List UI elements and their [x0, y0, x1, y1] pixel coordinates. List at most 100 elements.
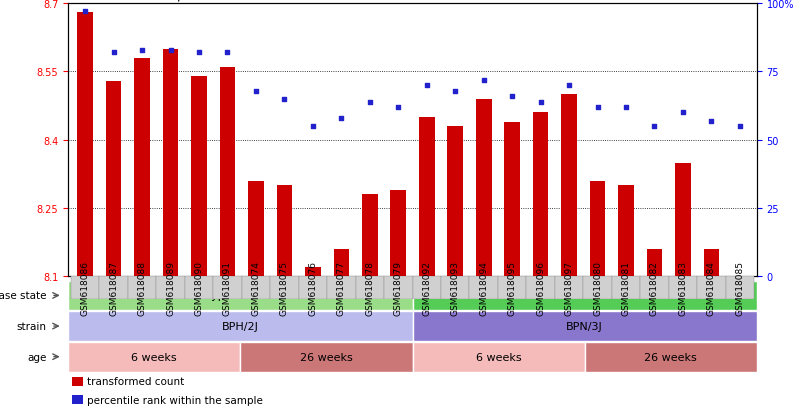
- Bar: [299, 277, 327, 299]
- Bar: [585, 342, 757, 372]
- Point: [421, 83, 433, 89]
- Bar: [703, 249, 719, 277]
- Text: GSM618084: GSM618084: [707, 261, 716, 316]
- Bar: [583, 277, 612, 299]
- Text: 26 weeks: 26 weeks: [300, 352, 352, 362]
- Bar: [498, 277, 526, 299]
- Point: [734, 123, 747, 130]
- Bar: [185, 277, 213, 299]
- Point: [534, 99, 547, 106]
- Bar: [333, 249, 349, 277]
- Bar: [697, 277, 726, 299]
- Bar: [476, 100, 492, 277]
- Text: GSM618085: GSM618085: [735, 261, 744, 316]
- Point: [364, 99, 376, 106]
- Point: [648, 123, 661, 130]
- Point: [705, 118, 718, 125]
- Text: GSM618090: GSM618090: [195, 261, 203, 316]
- Point: [78, 9, 91, 16]
- Bar: [270, 277, 299, 299]
- Point: [677, 110, 690, 116]
- Text: GSM618097: GSM618097: [565, 261, 574, 316]
- Text: GSM618088: GSM618088: [138, 261, 147, 316]
- Bar: [242, 277, 270, 299]
- Text: GSM618079: GSM618079: [394, 261, 403, 316]
- Text: GSM618095: GSM618095: [508, 261, 517, 316]
- Bar: [156, 277, 185, 299]
- Text: disease state: disease state: [0, 291, 46, 301]
- Bar: [68, 342, 240, 372]
- Bar: [68, 281, 413, 311]
- Bar: [240, 342, 413, 372]
- Bar: [413, 281, 757, 311]
- Bar: [469, 277, 498, 299]
- Text: 26 weeks: 26 weeks: [645, 352, 697, 362]
- Bar: [106, 81, 122, 277]
- Bar: [726, 277, 754, 299]
- Text: GSM618087: GSM618087: [109, 261, 118, 316]
- Text: GSM618089: GSM618089: [166, 261, 175, 316]
- Bar: [71, 277, 99, 299]
- Point: [107, 50, 120, 57]
- Text: GSM618083: GSM618083: [678, 261, 687, 316]
- Point: [505, 93, 518, 100]
- Bar: [562, 95, 577, 277]
- Text: GSM618096: GSM618096: [536, 261, 545, 316]
- Text: normotensive: normotensive: [546, 291, 623, 301]
- Point: [135, 47, 148, 54]
- Bar: [590, 181, 606, 277]
- Text: GSM618078: GSM618078: [365, 261, 374, 316]
- Bar: [646, 249, 662, 277]
- Bar: [413, 311, 757, 341]
- Bar: [675, 163, 690, 277]
- Text: GSM618093: GSM618093: [451, 261, 460, 316]
- Bar: [362, 195, 377, 277]
- Point: [449, 88, 461, 95]
- Bar: [526, 277, 555, 299]
- Text: GSM618074: GSM618074: [252, 261, 260, 316]
- Text: GSM618086: GSM618086: [81, 261, 90, 316]
- Text: percentile rank within the sample: percentile rank within the sample: [87, 395, 263, 405]
- Bar: [390, 190, 406, 277]
- Text: BPN/3J: BPN/3J: [566, 321, 603, 331]
- Bar: [99, 277, 128, 299]
- Point: [221, 50, 234, 57]
- Bar: [669, 277, 697, 299]
- Bar: [384, 277, 413, 299]
- Bar: [128, 277, 156, 299]
- Text: BPH/2J: BPH/2J: [222, 321, 259, 331]
- Bar: [356, 277, 384, 299]
- Point: [307, 123, 320, 130]
- Text: GSM618091: GSM618091: [223, 261, 232, 316]
- Point: [278, 96, 291, 103]
- Point: [192, 50, 205, 57]
- Bar: [72, 377, 83, 386]
- Point: [477, 77, 490, 84]
- Text: transformed count: transformed count: [87, 377, 184, 387]
- Point: [620, 104, 633, 111]
- Point: [335, 115, 348, 122]
- Bar: [248, 181, 264, 277]
- Text: GSM618076: GSM618076: [308, 261, 317, 316]
- Text: GSM618080: GSM618080: [593, 261, 602, 316]
- Bar: [163, 50, 179, 277]
- Bar: [191, 77, 207, 277]
- Text: 6 weeks: 6 weeks: [131, 352, 177, 362]
- Bar: [68, 311, 413, 341]
- Bar: [419, 118, 435, 277]
- Bar: [640, 277, 669, 299]
- Text: strain: strain: [16, 321, 46, 331]
- Bar: [72, 396, 83, 404]
- Point: [591, 104, 604, 111]
- Bar: [612, 277, 640, 299]
- Bar: [618, 186, 634, 277]
- Point: [164, 47, 177, 54]
- Point: [392, 104, 405, 111]
- Bar: [413, 342, 585, 372]
- Text: hypertensive: hypertensive: [203, 291, 277, 301]
- Bar: [533, 113, 549, 277]
- Bar: [448, 127, 463, 277]
- Bar: [276, 186, 292, 277]
- Text: GDS3895 / 10394258: GDS3895 / 10394258: [108, 0, 257, 2]
- Text: GSM618075: GSM618075: [280, 261, 289, 316]
